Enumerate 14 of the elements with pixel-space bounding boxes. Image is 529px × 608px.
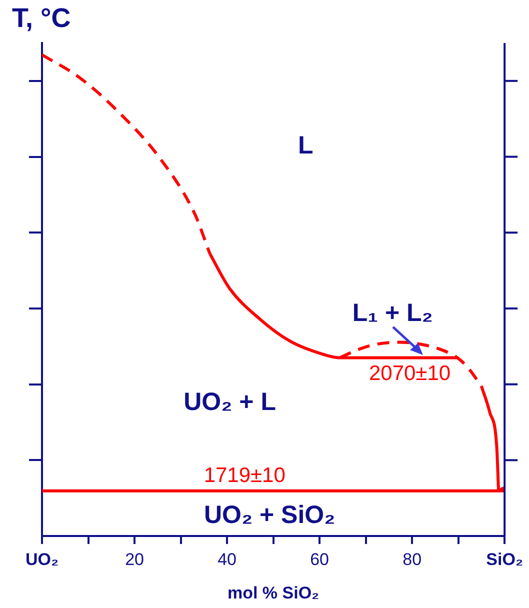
data-label: 2070±10 [368, 362, 451, 386]
y-axis-title: T, °C [12, 2, 71, 33]
x-tick-label: UO₂ [25, 550, 59, 569]
annotation: UO₂ + SiO₂ [204, 501, 336, 530]
x-axis-title: mol % SiO₂ [227, 583, 320, 602]
data-label: 1719±10 [204, 464, 286, 488]
x-tick-label: 40 [218, 550, 236, 569]
x-tick-label: SiO₂ [486, 550, 523, 569]
annotation: L₁ + L₂ [352, 299, 433, 328]
x-tick-label: 20 [125, 550, 144, 569]
x-tick-label: 60 [310, 550, 330, 569]
x-tick-label: 80 [402, 550, 422, 569]
annotation: L [298, 131, 314, 160]
annotation: UO₂ + L [184, 388, 276, 416]
